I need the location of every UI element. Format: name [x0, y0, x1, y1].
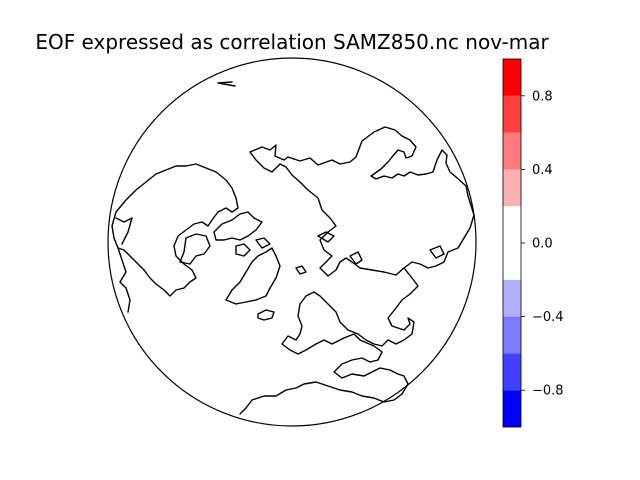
colorbar-tick-label-3: −0.4 [532, 310, 564, 325]
colorbar-block-5 [503, 169, 521, 207]
coastline-arctic-islands [179, 211, 271, 265]
coastline-north-america [111, 163, 239, 297]
colorbar-block-3 [503, 279, 521, 317]
colorbar-ticks: 0.8 0.4 0.0 −0.4 −0.8 [521, 89, 564, 399]
colorbar-tick-label-0: 0.8 [532, 89, 553, 104]
map-globe [107, 57, 477, 427]
coastline-small-islands [295, 231, 445, 275]
colorbar-block-8 [503, 59, 521, 96]
colorbar-block-1 [503, 353, 521, 391]
coastline-iceland [257, 309, 275, 321]
coastline-eurasia [217, 81, 475, 277]
coastline-europe [239, 267, 419, 415]
colorbar-block-4 [503, 206, 521, 280]
coastlines [111, 81, 475, 415]
map-title: EOF expressed as correlation SAMZ850.nc … [35, 30, 549, 54]
colorbar-blocks [503, 59, 521, 427]
colorbar-block-0 [503, 390, 521, 427]
colorbar-block-7 [503, 95, 521, 133]
colorbar-tick-label-2: 0.0 [532, 237, 553, 252]
colorbar-block-2 [503, 316, 521, 354]
colorbar-block-6 [503, 132, 521, 170]
coastline-alaska [115, 217, 133, 313]
coastline-greenland [225, 247, 281, 305]
colorbar-tick-label-1: 0.4 [532, 163, 553, 178]
globe-boundary [107, 57, 477, 427]
colorbar: 0.8 0.4 0.0 −0.4 −0.8 [502, 58, 564, 428]
colorbar-tick-label-4: −0.8 [532, 384, 564, 399]
